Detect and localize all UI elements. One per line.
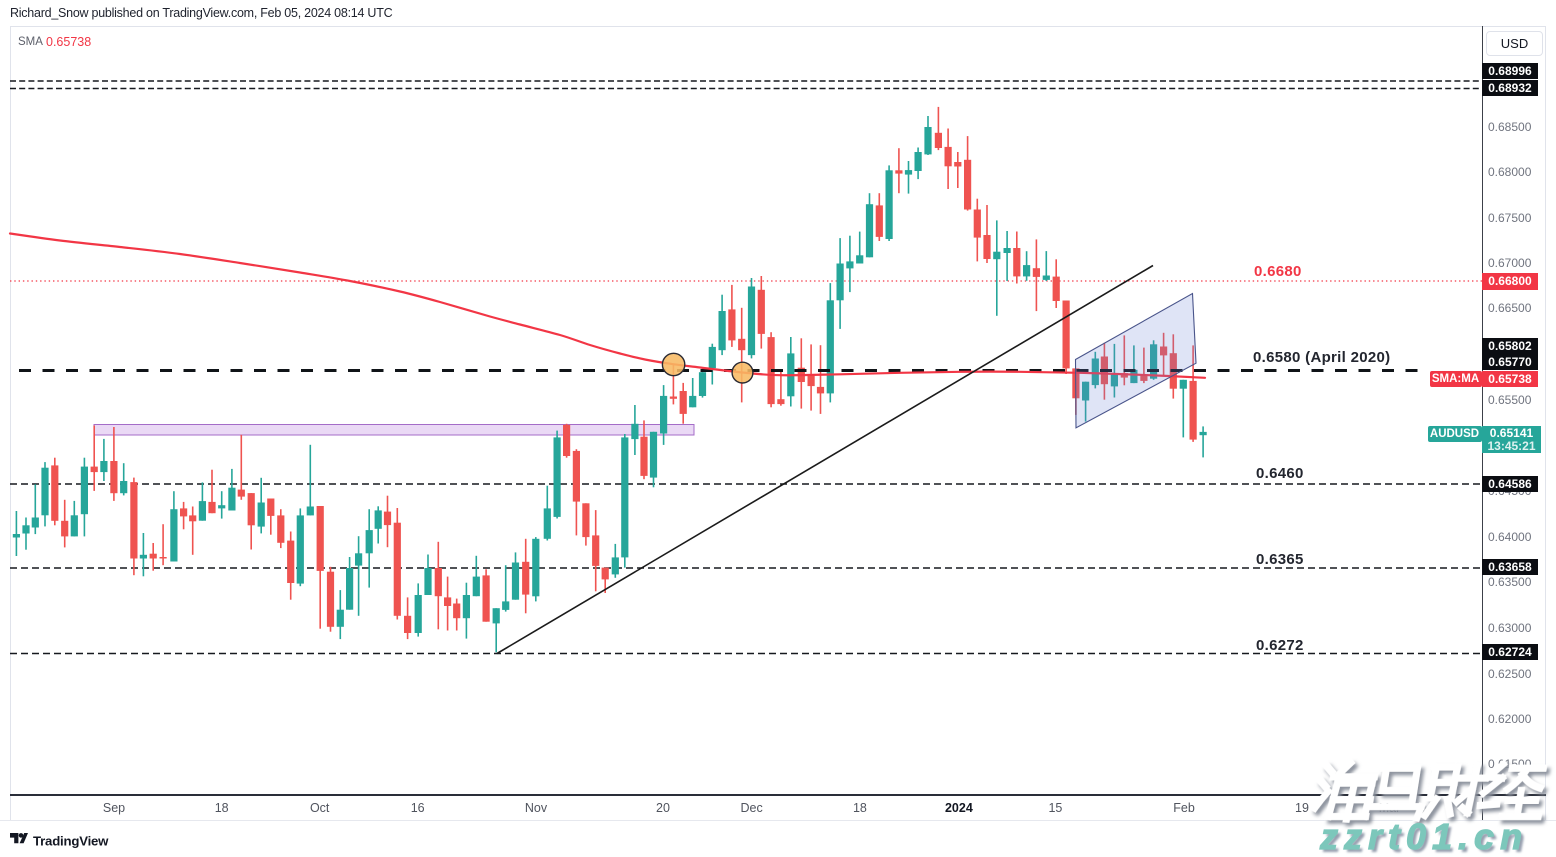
svg-text:TradingView: TradingView <box>33 833 109 848</box>
